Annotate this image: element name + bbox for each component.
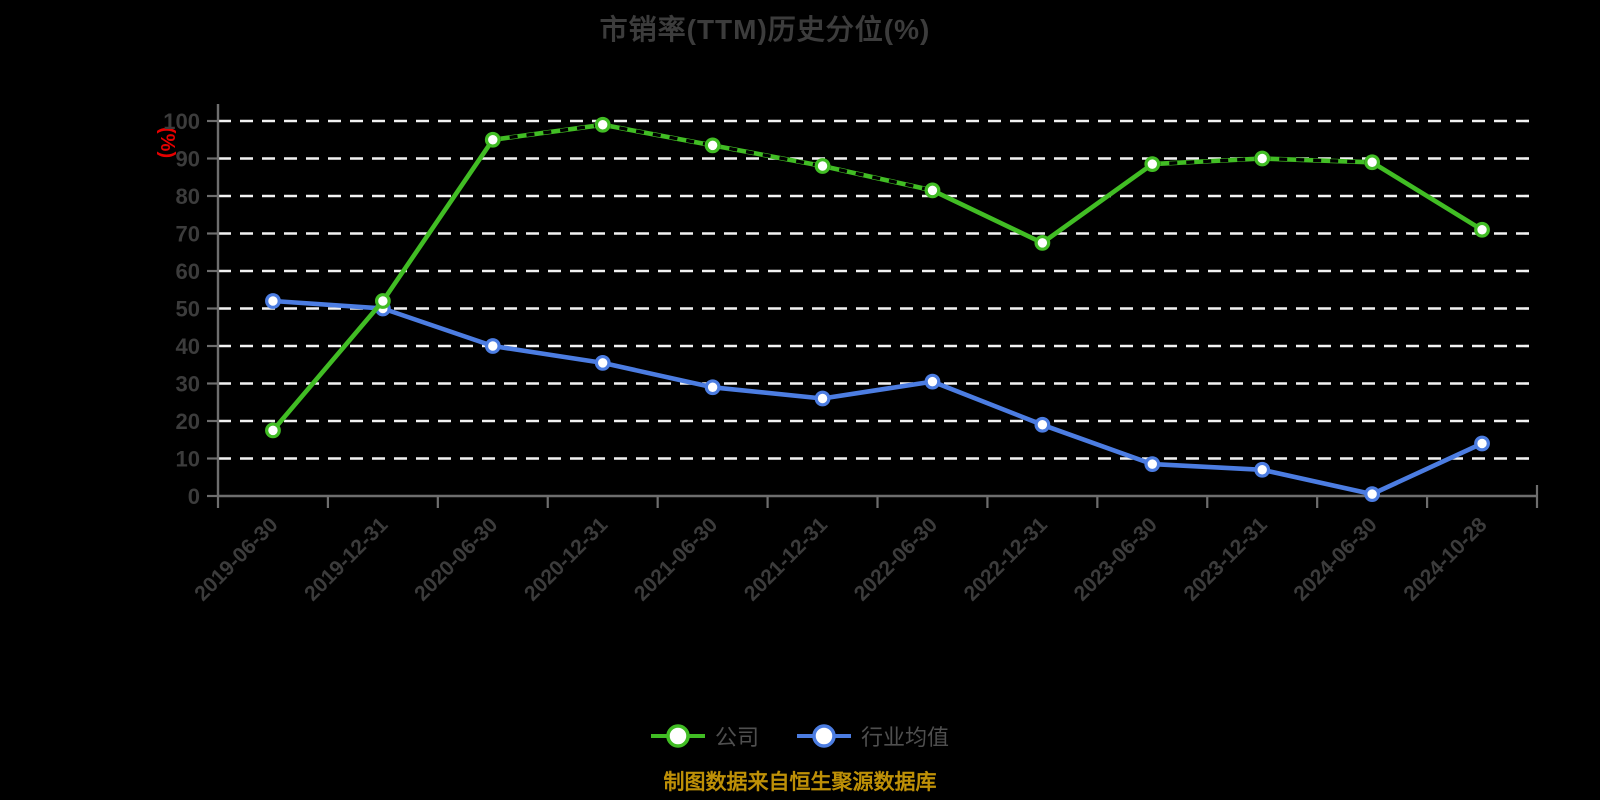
y-tick-label: 40 [176, 334, 200, 359]
x-tick-label: 2021-06-30 [630, 513, 722, 605]
x-tick-label: 2023-12-31 [1180, 513, 1272, 605]
industry-data-point [484, 338, 501, 354]
company-data-point [265, 422, 281, 439]
x-tick-label: 2024-06-30 [1289, 513, 1381, 605]
x-tick-label: 2020-06-30 [410, 513, 502, 605]
x-tick-label: 2022-06-30 [850, 513, 942, 605]
data-source-note: 制图数据来自恒生聚源数据库 [663, 771, 937, 794]
legend: 公司 行业均值 [0, 720, 1600, 752]
x-tick-label: 2020-12-31 [520, 513, 612, 605]
x-tick-label: 2019-06-30 [190, 513, 282, 605]
company-dashed-overlay [492, 123, 1537, 232]
y-tick-label: 0 [188, 484, 200, 509]
company-data-point [1144, 156, 1161, 173]
y-tick-label: 100 [163, 109, 200, 134]
company-data-point [1474, 221, 1490, 238]
industry-data-point [704, 379, 721, 396]
industry-data-point [1474, 435, 1490, 452]
company-series-marker-icon [650, 724, 705, 748]
industry-average-line [265, 293, 1490, 503]
y-tick-label: 30 [176, 372, 200, 397]
company-data-point [1034, 234, 1051, 251]
industry-data-point [594, 354, 611, 371]
y-tick-label: 60 [176, 259, 200, 284]
company-data-point [924, 182, 941, 199]
legend-label-industry-average: 行业均值 [861, 725, 950, 750]
y-tick-label: 80 [176, 184, 200, 209]
company-data-point [594, 116, 611, 133]
industry-data-point [1034, 416, 1051, 433]
industry-data-point [1254, 461, 1271, 478]
x-tick-label: 2019-12-31 [300, 513, 392, 605]
x-tick-label: 2022-12-31 [960, 513, 1052, 605]
company-data-point [1254, 150, 1271, 167]
x-tick-label: 2023-06-30 [1070, 513, 1162, 605]
y-tick-label: 90 [176, 147, 200, 172]
industry-data-point [924, 373, 941, 390]
industry-series-marker-icon [797, 724, 851, 748]
y-tick-label: 70 [176, 222, 200, 247]
industry-data-point [1144, 456, 1161, 473]
company-data-point [704, 137, 721, 154]
y-tick-label: 50 [176, 297, 200, 322]
industry-data-point [1364, 486, 1381, 503]
x-tick-label: 2021-12-31 [740, 513, 832, 605]
industry-data-point [814, 390, 831, 407]
industry-data-point [265, 293, 281, 309]
y-tick-label: 10 [176, 447, 200, 472]
gridlines [218, 119, 1537, 460]
legend-item-industry-average[interactable]: 行业均值 [797, 720, 949, 752]
chart-title: 市销率(TTM)历史分位(%) [599, 14, 931, 45]
x-tick-label: 2024-10-28 [1399, 513, 1491, 605]
company-data-point [374, 293, 391, 309]
company-data-point [484, 131, 501, 148]
company-data-point [1364, 154, 1381, 171]
legend-label-company: 公司 [714, 725, 759, 750]
axes [207, 104, 1539, 508]
y-tick-label: 20 [176, 409, 200, 434]
legend-item-company[interactable]: 公司 [650, 720, 759, 752]
company-data-point [814, 158, 831, 174]
